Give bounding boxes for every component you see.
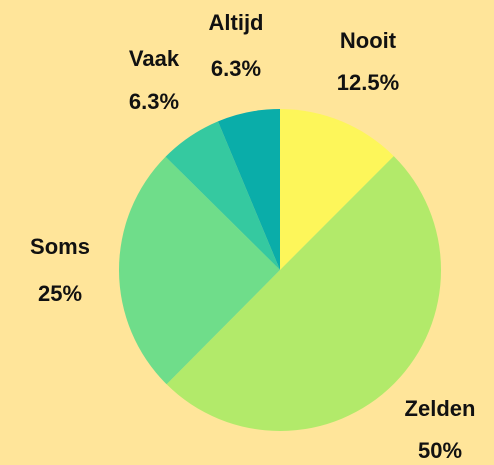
slice-value: 6.3% bbox=[129, 89, 179, 114]
slice-value: 25% bbox=[38, 281, 82, 306]
pie-slice bbox=[165, 121, 280, 271]
slice-label: Zelden bbox=[405, 396, 476, 421]
slice-label: Altijd bbox=[209, 10, 264, 35]
pie-slice bbox=[118, 156, 280, 385]
pie-slice bbox=[280, 109, 394, 270]
slice-label: Nooit bbox=[340, 28, 397, 53]
pie-slice bbox=[166, 156, 442, 432]
slice-label: Soms bbox=[30, 234, 90, 259]
pie-slice bbox=[217, 109, 280, 270]
slice-value: 12.5% bbox=[337, 70, 399, 95]
slice-value: 50% bbox=[418, 438, 462, 463]
slice-label: Vaak bbox=[129, 46, 180, 71]
slice-value: 6.3% bbox=[211, 56, 261, 81]
